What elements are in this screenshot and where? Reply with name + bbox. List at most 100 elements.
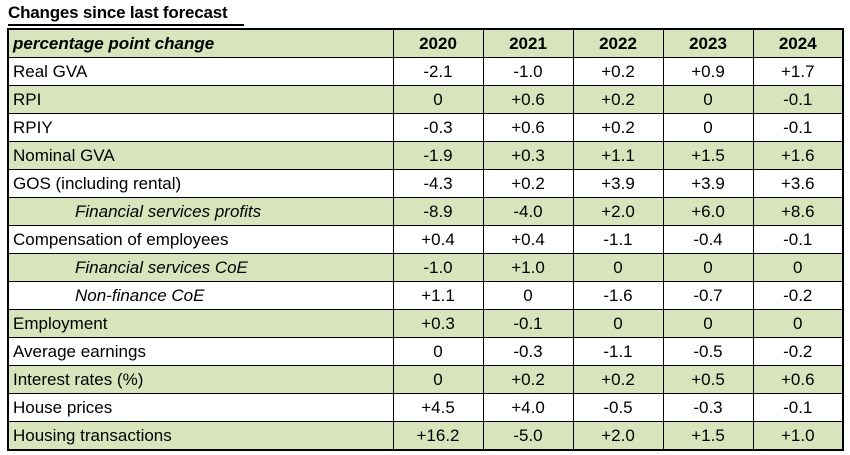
cell-value: +0.2: [572, 57, 664, 86]
table-row: Real GVA -2.1 -1.0 +0.2 +0.9 +1.7: [7, 57, 844, 86]
cell-value: 0: [392, 337, 484, 366]
cell-value: +1.0: [482, 253, 574, 282]
cell-value: -0.1: [752, 225, 844, 254]
cell-value: -0.2: [752, 281, 844, 310]
header-year: 2021: [482, 28, 574, 58]
cell-value: +0.2: [482, 169, 574, 198]
cell-value: +8.6: [752, 197, 844, 226]
cell-value: -4.3: [392, 169, 484, 198]
table-row: House prices +4.5 +4.0 -0.5 -0.3 -0.1: [7, 393, 844, 422]
cell-value: -1.9: [392, 141, 484, 170]
cell-value: +1.0: [752, 421, 844, 451]
forecast-changes-table: percentage point change 2020 2021 2022 2…: [7, 28, 844, 451]
header-year: 2023: [662, 28, 754, 58]
cell-value: +0.3: [392, 309, 484, 338]
table-row: RPIY -0.3 +0.6 +0.2 0 -0.1: [7, 113, 844, 142]
cell-value: -0.1: [752, 85, 844, 114]
cell-value: 0: [662, 113, 754, 142]
header-year: 2024: [752, 28, 844, 58]
cell-value: 0: [752, 309, 844, 338]
cell-value: 0: [482, 281, 574, 310]
cell-value: -1.1: [572, 225, 664, 254]
table-row: Non-finance CoE +1.1 0 -1.6 -0.7 -0.2: [7, 281, 844, 310]
cell-value: -0.5: [572, 393, 664, 422]
cell-value: 0: [392, 365, 484, 394]
cell-value: +0.9: [662, 57, 754, 86]
cell-value: +0.2: [572, 113, 664, 142]
table-row: Average earnings 0 -0.3 -1.1 -0.5 -0.2: [7, 337, 844, 366]
cell-value: -0.7: [662, 281, 754, 310]
cell-value: 0: [752, 253, 844, 282]
cell-value: +1.5: [662, 141, 754, 170]
header-label: percentage point change: [7, 28, 394, 58]
table-body: Real GVA -2.1 -1.0 +0.2 +0.9 +1.7 RPI 0 +0.6 +0.2…: [7, 57, 844, 451]
table-row: Housing transactions +16.2 -5.0 +2.0 +1.5 +1.…: [7, 421, 844, 451]
cell-value: -0.3: [482, 337, 574, 366]
cell-value: +1.1: [392, 281, 484, 310]
cell-value: -1.0: [482, 57, 574, 86]
cell-value: -0.1: [752, 393, 844, 422]
cell-value: -1.0: [392, 253, 484, 282]
cell-value: +1.1: [572, 141, 664, 170]
cell-value: 0: [392, 85, 484, 114]
cell-value: 0: [572, 253, 664, 282]
row-label: Financial services profits: [7, 197, 394, 226]
row-label: RPIY: [7, 113, 394, 142]
cell-value: -5.0: [482, 421, 574, 451]
cell-value: +3.9: [572, 169, 664, 198]
cell-value: +0.2: [572, 85, 664, 114]
cell-value: -1.1: [572, 337, 664, 366]
row-label: House prices: [7, 393, 394, 422]
cell-value: 0: [662, 309, 754, 338]
cell-value: +1.5: [662, 421, 754, 451]
cell-value: -0.4: [662, 225, 754, 254]
cell-value: +3.6: [752, 169, 844, 198]
table-row: Nominal GVA -1.9 +0.3 +1.1 +1.5 +1.6: [7, 141, 844, 170]
row-label: Compensation of employees: [7, 225, 394, 254]
row-label: RPI: [7, 85, 394, 114]
cell-value: +4.5: [392, 393, 484, 422]
cell-value: -0.1: [752, 113, 844, 142]
row-label: Real GVA: [7, 57, 394, 86]
row-label: Average earnings: [7, 337, 394, 366]
cell-value: +2.0: [572, 421, 664, 451]
cell-value: +0.6: [752, 365, 844, 394]
header-year: 2020: [392, 28, 484, 58]
table-row: Financial services profits -8.9 -4.0 +2.0 +6…: [7, 197, 844, 226]
row-label: GOS (including rental): [7, 169, 394, 198]
table-row: GOS (including rental) -4.3 +0.2 +3.9 +3.9 +3…: [7, 169, 844, 198]
cell-value: +0.2: [572, 365, 664, 394]
cell-value: -4.0: [482, 197, 574, 226]
table-row: Financial services CoE -1.0 +1.0 0 0 0: [7, 253, 844, 282]
cell-value: -0.3: [392, 113, 484, 142]
row-label: Employment: [7, 309, 394, 338]
row-label: Housing transactions: [7, 421, 394, 451]
row-label: Interest rates (%): [7, 365, 394, 394]
table-row: Employment +0.3 -0.1 0 0 0: [7, 309, 844, 338]
cell-value: +2.0: [572, 197, 664, 226]
cell-value: -0.2: [752, 337, 844, 366]
cell-value: +0.4: [482, 225, 574, 254]
header-year: 2022: [572, 28, 664, 58]
row-label: Financial services CoE: [7, 253, 394, 282]
cell-value: +0.4: [392, 225, 484, 254]
row-label: Nominal GVA: [7, 141, 394, 170]
table-row: Interest rates (%) 0 +0.2 +0.2 +0.5 +0.6: [7, 365, 844, 394]
cell-value: 0: [572, 309, 664, 338]
cell-value: +0.2: [482, 365, 574, 394]
cell-value: -0.3: [662, 393, 754, 422]
cell-value: +3.9: [662, 169, 754, 198]
cell-value: +0.3: [482, 141, 574, 170]
cell-value: -2.1: [392, 57, 484, 86]
header-row: percentage point change 2020 2021 2022 2…: [7, 28, 844, 58]
cell-value: +6.0: [662, 197, 754, 226]
cell-value: +1.6: [752, 141, 844, 170]
table-title: Changes since last forecast: [8, 3, 228, 22]
table-row: RPI 0 +0.6 +0.2 0 -0.1: [7, 85, 844, 114]
cell-value: +0.6: [482, 85, 574, 114]
cell-value: -8.9: [392, 197, 484, 226]
cell-value: -0.1: [482, 309, 574, 338]
cell-value: 0: [662, 253, 754, 282]
cell-value: -0.5: [662, 337, 754, 366]
